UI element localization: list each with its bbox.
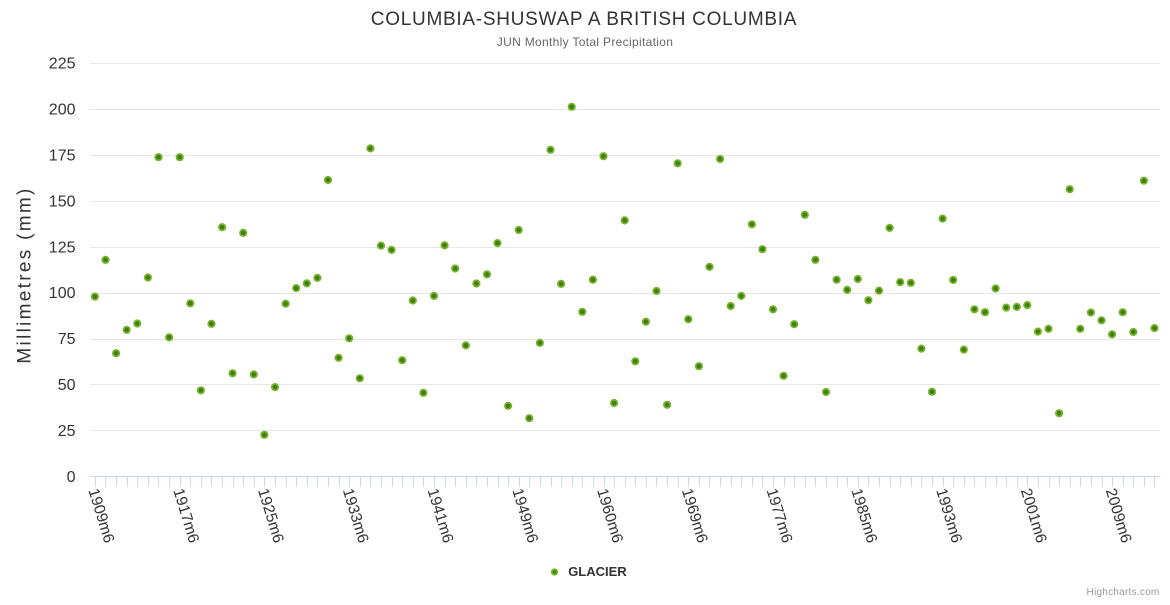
svg-text:COLUMBIA-SHUSWAP A BRITISH COL: COLUMBIA-SHUSWAP A BRITISH COLUMBIA — [371, 9, 797, 30]
svg-text:GLACIER: GLACIER — [568, 564, 627, 579]
svg-text:125: 125 — [49, 239, 76, 256]
svg-text:Millimetres (mm): Millimetres (mm) — [15, 186, 36, 363]
svg-text:Highcharts.com: Highcharts.com — [1087, 587, 1160, 598]
svg-text:225: 225 — [49, 56, 76, 73]
svg-text:150: 150 — [49, 193, 76, 210]
svg-text:100: 100 — [49, 285, 76, 302]
svg-text:JUN Monthly Total Precipitatio: JUN Monthly Total Precipitation — [497, 35, 673, 49]
svg-text:200: 200 — [49, 102, 76, 119]
svg-text:75: 75 — [58, 331, 76, 348]
svg-text:25: 25 — [58, 423, 76, 440]
svg-text:175: 175 — [49, 147, 76, 164]
svg-text:50: 50 — [58, 377, 76, 394]
svg-text:0: 0 — [67, 469, 76, 486]
